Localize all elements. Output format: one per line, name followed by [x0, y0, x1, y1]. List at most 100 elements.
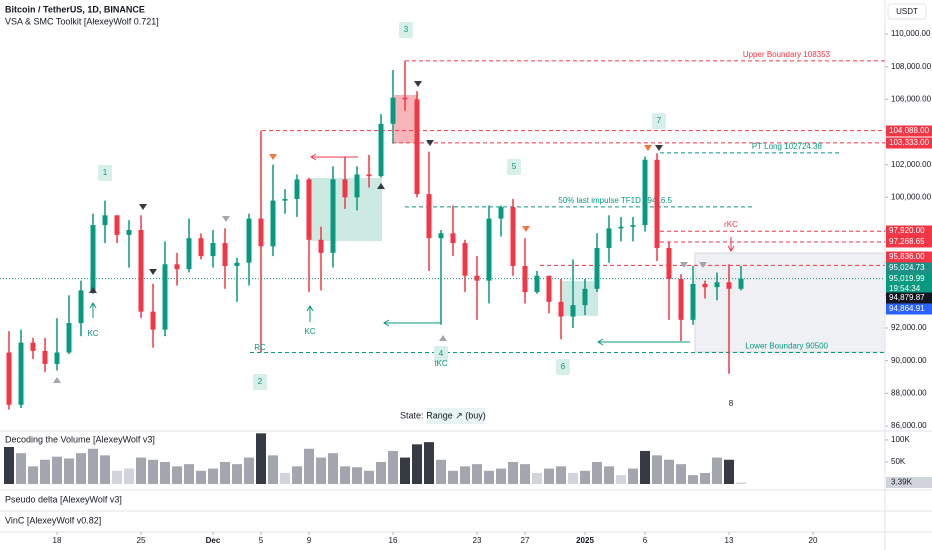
level-label: Upper Boundary 108353 — [743, 50, 831, 59]
volume-bar — [712, 457, 722, 484]
candle-body — [426, 194, 432, 239]
candle-body — [6, 352, 12, 405]
candle-body — [390, 97, 396, 124]
volume-bar — [604, 466, 614, 484]
signal-triangle — [426, 140, 434, 146]
volume-bar — [340, 466, 350, 484]
volume-bar — [256, 433, 266, 484]
badge-label: 4 — [439, 349, 444, 358]
badge — [507, 159, 521, 175]
volume-bar — [364, 470, 374, 484]
badge — [399, 22, 413, 38]
chart-title: Bitcoin / TetherUS, 1D, BINANCE — [5, 4, 145, 14]
volume-bar — [484, 470, 494, 484]
signal-triangle — [53, 377, 61, 383]
currency-box[interactable] — [887, 3, 927, 20]
candle-body — [642, 159, 648, 226]
badge — [652, 113, 666, 129]
y-tick-label: 88,000.00 — [891, 388, 927, 397]
volume-bar — [736, 482, 746, 484]
volume-last-box — [886, 477, 932, 488]
price-label-box — [886, 225, 932, 237]
candle-body — [714, 282, 720, 288]
x-tick-label: 25 — [137, 536, 146, 545]
level-label: Lower Boundary 90500 — [745, 342, 828, 351]
y-tick-label: 100,000.00 — [891, 192, 932, 201]
candle-body — [486, 218, 492, 281]
candle-body — [102, 215, 108, 226]
candle-body — [570, 305, 576, 317]
volume-bar — [112, 470, 122, 484]
volume-bar — [328, 453, 338, 484]
signal-label: tKC — [434, 359, 448, 368]
candle-body — [594, 247, 600, 289]
volume-bar — [196, 470, 206, 484]
volume-bar — [280, 472, 290, 484]
volume-bar — [76, 453, 86, 484]
y-tick-label: 90,000.00 — [891, 356, 927, 365]
candle-body — [330, 179, 336, 253]
price-label-box — [886, 251, 932, 263]
candle-body — [666, 247, 672, 279]
price-label: 97,920.00 — [889, 226, 925, 235]
badge-label: 1 — [103, 168, 108, 177]
price-label-box — [886, 262, 932, 274]
volume-bar — [412, 444, 422, 484]
price-label-box — [886, 137, 932, 149]
volume-bar — [88, 448, 98, 484]
volume-bar — [700, 472, 710, 484]
badge — [98, 165, 112, 181]
volume-bar — [184, 464, 194, 484]
candle-body — [246, 218, 252, 263]
badge-label: 5 — [512, 162, 517, 171]
badge-label: 8 — [729, 399, 734, 408]
volume-bar — [520, 464, 530, 484]
candle-body — [318, 239, 324, 253]
volume-bar — [100, 455, 110, 484]
price-label: 95,019.99 — [889, 274, 925, 283]
signal-triangle — [680, 262, 688, 268]
signal-triangle — [139, 204, 147, 210]
candle-body — [606, 228, 612, 248]
volume-bar — [616, 475, 626, 484]
signal-triangle — [222, 216, 230, 222]
volume-bar — [496, 468, 506, 484]
badge — [556, 359, 570, 375]
x-tick-label: 23 — [473, 536, 482, 545]
volume-bar — [664, 459, 674, 484]
candle-body — [690, 283, 696, 320]
volume-bar — [160, 461, 170, 484]
x-tick-label: 5 — [259, 536, 264, 545]
currency[interactable]: USDT — [896, 7, 918, 16]
volume-bar — [472, 464, 482, 484]
badge-label: 6 — [561, 362, 566, 371]
x-tick-label: 9 — [307, 536, 312, 545]
signal-label: KC — [304, 327, 315, 336]
arrow-head — [310, 153, 317, 161]
volume-bar — [64, 458, 74, 484]
price-label-box — [886, 273, 932, 295]
candle-body — [738, 278, 744, 289]
candle-body — [462, 243, 468, 276]
candle-body — [378, 123, 384, 177]
candle-body — [210, 243, 216, 257]
arrows — [89, 153, 735, 346]
price-label: 95,024.73 — [889, 263, 925, 272]
candle-body — [162, 264, 168, 330]
price-label-box — [886, 292, 932, 304]
volume-tick-label: 100K — [891, 435, 910, 444]
x-tick-label: 13 — [725, 536, 734, 545]
candle-body — [630, 225, 636, 227]
panel-title: Pseudo delta [AlexeyWolf v3] — [5, 494, 122, 504]
candle-body — [654, 159, 660, 248]
candle-body — [150, 311, 156, 330]
state-label: State: — [400, 410, 424, 420]
state-box — [427, 408, 485, 424]
candle-body — [306, 179, 312, 240]
volume-bar — [244, 457, 254, 484]
volume-bar — [460, 466, 470, 484]
candle-body — [270, 200, 276, 247]
volume-bar — [652, 455, 662, 484]
candle-body — [78, 290, 84, 324]
candle-body — [414, 99, 420, 195]
